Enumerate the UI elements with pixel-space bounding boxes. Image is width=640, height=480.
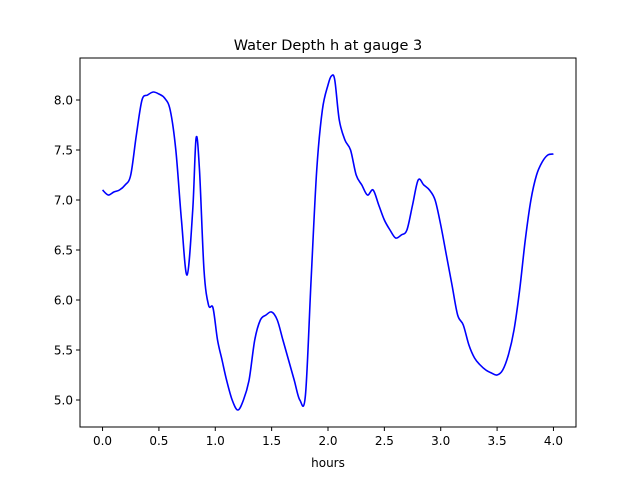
y-tick-label: 7.5 <box>54 143 73 157</box>
x-tick-label: 3.5 <box>488 434 507 448</box>
y-tick-label: 6.5 <box>54 243 73 257</box>
x-tick-label: 1.0 <box>206 434 225 448</box>
chart-title: Water Depth h at gauge 3 <box>234 38 422 54</box>
x-tick-label: 2.0 <box>318 434 337 448</box>
x-tick-label: 1.5 <box>262 434 281 448</box>
x-tick-label: 4.0 <box>544 434 563 448</box>
plot-area <box>101 74 554 411</box>
y-tick-label: 5.0 <box>54 393 73 407</box>
x-tick-label: 3.0 <box>431 434 450 448</box>
y-tick-label: 8.0 <box>54 93 73 107</box>
x-tick-label: 0.0 <box>93 434 112 448</box>
axis-ticks: 0.0 0.5 1.0 1.5 2.0 2.5 3.0 3.5 4.0 5.0 5.5 6.0 6.5 7… <box>54 93 563 448</box>
y-tick-label: 5.5 <box>54 343 73 357</box>
x-tick-label: 0.5 <box>149 434 168 448</box>
y-tick-label: 6.0 <box>54 293 73 307</box>
y-tick-label: 7.0 <box>54 193 73 207</box>
x-tick-label: 2.5 <box>375 434 394 448</box>
x-axis-label: hours <box>311 456 345 470</box>
series-line-0 <box>101 74 554 411</box>
axes-frame <box>79 57 577 428</box>
